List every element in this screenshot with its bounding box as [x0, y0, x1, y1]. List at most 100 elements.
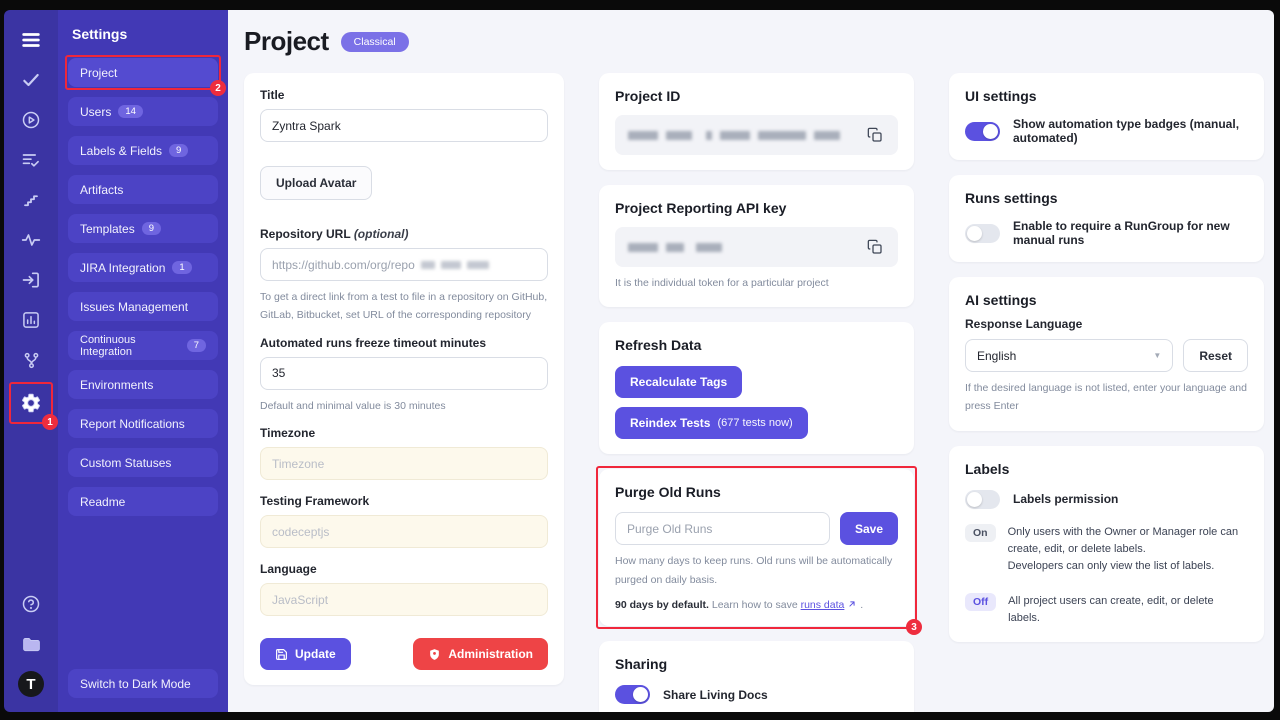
update-button[interactable]: Update [260, 638, 351, 671]
save-icon [275, 648, 288, 661]
sidebar-item-artifacts[interactable]: Artifacts [68, 175, 218, 204]
upload-avatar-button[interactable]: Upload Avatar [260, 166, 373, 200]
reindex-tests-button[interactable]: Reindex Tests (677 tests now) [615, 407, 808, 440]
sidebar-item-project[interactable]: Project 2 [65, 55, 226, 96]
settings-gear-icon[interactable] [11, 385, 51, 421]
freeze-timeout-help: Default and minimal value is 30 minutes [260, 399, 446, 412]
general-settings-card: Title Upload Avatar Repository URL (opti… [244, 73, 564, 686]
project-id-field [615, 115, 898, 155]
dark-mode-button[interactable]: Switch to Dark Mode [68, 669, 218, 698]
labels-card: Labels Labels permission On Only users w… [949, 445, 1264, 642]
rungroup-required-toggle[interactable] [965, 223, 1000, 243]
project-id-card: Project ID [599, 73, 914, 170]
count-badge: 1 [172, 260, 192, 275]
count-badge: 14 [118, 104, 143, 119]
testing-framework-input[interactable] [260, 515, 548, 549]
sidebar-item-jira-integration[interactable]: JIRA Integration 1 [68, 253, 218, 282]
runs-settings-title: Runs settings [965, 190, 1058, 206]
share-living-docs-toggle[interactable] [615, 685, 650, 705]
purge-annotated-region: Purge Old Runs Save How many days to kee… [596, 466, 922, 636]
purge-title: Purge Old Runs [615, 484, 721, 501]
sidebar-item-labels-fields[interactable]: Labels & Fields 9 [68, 136, 218, 165]
sidebar-item-report-notifications[interactable]: Report Notifications [68, 409, 218, 438]
labels-permission-toggle[interactable] [965, 489, 1000, 509]
api-key-help: It is the individual token for a particu… [615, 277, 829, 289]
external-link-icon [847, 599, 857, 609]
labels-permission-label: Labels permission [1013, 492, 1119, 507]
language-label: Language [260, 562, 317, 577]
response-language-select[interactable]: English ▼ [965, 339, 1174, 372]
menu-icon[interactable] [11, 22, 51, 58]
annotation-badge-1: 1 [42, 414, 58, 430]
page-title: Project [244, 26, 329, 56]
chevron-down-icon: ▼ [1153, 351, 1162, 360]
language-input[interactable] [260, 583, 548, 617]
sidebar-item-issues-management[interactable]: Issues Management [68, 292, 218, 321]
runs-data-link[interactable]: runs data [800, 599, 845, 612]
settings-sidebar: Settings Project 2 Users 14 Labels & Fie… [58, 10, 228, 712]
annotation-badge-3: 3 [906, 619, 922, 636]
ui-settings-title: UI settings [965, 88, 1037, 104]
copy-project-id-button[interactable] [860, 121, 890, 149]
purge-save-button[interactable]: Save [839, 512, 898, 546]
ui-settings-card: UI settings Show automation type badges … [949, 73, 1264, 160]
sharing-title: Sharing [615, 656, 668, 673]
labels-off-description: All project users can create, edit, or d… [1008, 594, 1214, 624]
project-type-badge: Classical [340, 31, 409, 52]
test-plans-icon[interactable] [11, 142, 51, 178]
import-icon[interactable] [11, 262, 51, 298]
repository-url-help: To get a direct link from a test to file… [260, 291, 548, 322]
reset-language-button[interactable]: Reset [1183, 339, 1248, 372]
freeze-timeout-label: Automated runs freeze timeout minutes [260, 335, 487, 350]
analytics-icon[interactable] [11, 302, 51, 338]
icon-rail: 1 T [4, 10, 58, 712]
purge-days-input[interactable] [615, 512, 830, 546]
api-key-field [615, 227, 898, 267]
sidebar-item-templates[interactable]: Templates 9 [68, 214, 218, 243]
count-badge: 9 [169, 143, 189, 158]
redacted-text [440, 260, 461, 269]
annotation-badge-2: 2 [210, 80, 226, 96]
activity-pulse-icon[interactable] [11, 222, 51, 258]
count-badge: 9 [141, 221, 161, 236]
response-language-label: Response Language [965, 317, 1083, 331]
tests-check-icon[interactable] [11, 62, 51, 98]
timezone-label: Timezone [260, 426, 316, 441]
projects-folder-icon[interactable] [11, 626, 51, 662]
sidebar-item-custom-statuses[interactable]: Custom Statuses [68, 448, 218, 477]
runs-settings-card: Runs settings Enable to require a RunGro… [949, 175, 1264, 262]
refresh-data-card: Refresh Data Recalculate Tags Reindex Te… [599, 322, 914, 455]
testing-framework-label: Testing Framework [260, 494, 370, 509]
copy-api-key-button[interactable] [860, 233, 890, 261]
sidebar-item-continuous-integration[interactable]: Continuous Integration 7 [68, 331, 218, 360]
share-living-docs-label: Share Living Docs [663, 687, 768, 702]
api-key-card: Project Reporting API key It is the indi… [599, 185, 914, 308]
labels-on-badge: On [965, 523, 996, 542]
redacted-api-key [628, 242, 860, 252]
sidebar-item-users[interactable]: Users 14 [68, 97, 218, 126]
labels-off-badge: Off [965, 592, 997, 611]
runs-play-icon[interactable] [11, 102, 51, 138]
branch-icon[interactable] [11, 342, 51, 378]
recalculate-tags-button[interactable]: Recalculate Tags [615, 366, 743, 399]
purge-old-runs-card: Purge Old Runs Save How many days to kee… [599, 469, 914, 627]
repository-url-input[interactable]: https://github.com/org/repo [260, 248, 548, 281]
purge-help: How many days to keep runs. Old runs wil… [615, 555, 893, 586]
main-content: Project Classical Title Upload Avatar Re… [228, 10, 1274, 712]
redacted-text [466, 260, 489, 269]
administration-button[interactable]: Administration [413, 638, 548, 671]
steps-icon[interactable] [11, 182, 51, 218]
timezone-input[interactable] [260, 447, 548, 481]
sidebar-item-readme[interactable]: Readme [68, 487, 218, 516]
repository-url-label: Repository URL (optional) [260, 227, 409, 241]
freeze-timeout-input[interactable] [260, 356, 548, 390]
app-logo[interactable]: T [11, 666, 51, 702]
title-input[interactable] [260, 109, 548, 142]
automation-badges-toggle[interactable] [965, 121, 1000, 141]
help-icon[interactable] [11, 586, 51, 622]
redacted-text [420, 260, 435, 269]
shield-icon [428, 648, 441, 661]
reindex-count-note: (677 tests now) [717, 417, 793, 430]
ai-settings-title: AI settings [965, 292, 1037, 308]
sidebar-item-environments[interactable]: Environments [68, 370, 218, 399]
